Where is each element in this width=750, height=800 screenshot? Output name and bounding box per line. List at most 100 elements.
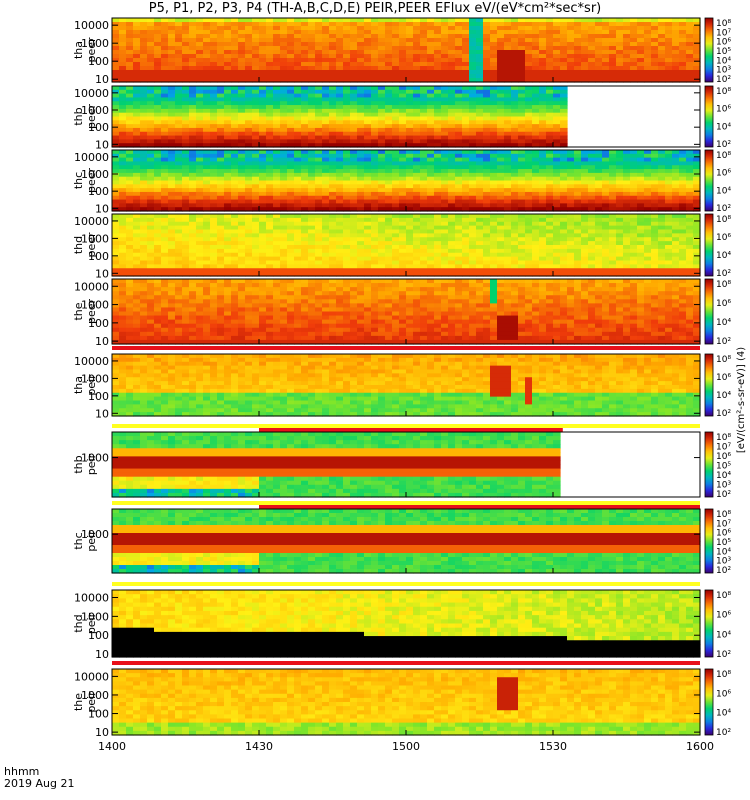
heatmap-cell <box>217 127 225 133</box>
heatmap-cell <box>637 66 645 71</box>
heatmap-cell <box>252 268 260 273</box>
heatmap-cell <box>406 157 414 163</box>
heatmap-cell <box>560 26 568 31</box>
heatmap-cell <box>497 241 505 246</box>
heatmap-cell <box>231 225 239 231</box>
heatmap-cell <box>301 18 309 23</box>
heatmap-cell <box>427 89 435 95</box>
heatmap-cell <box>483 184 491 189</box>
heatmap-cell <box>483 153 491 159</box>
heatmap-cell <box>609 191 617 197</box>
heatmap-cell <box>154 256 162 262</box>
heatmap-cell <box>413 105 421 110</box>
heatmap-cell <box>147 26 155 31</box>
heatmap-cell <box>483 260 491 265</box>
heatmap-cell <box>455 139 463 144</box>
heatmap-cell <box>357 233 365 238</box>
heatmap-cell <box>308 233 316 238</box>
heatmap-cell <box>322 97 330 102</box>
heatmap-cell <box>266 66 274 71</box>
heatmap-cell <box>224 225 232 231</box>
heatmap-cell <box>609 42 617 47</box>
heatmap-cell <box>231 34 239 39</box>
heatmap-cell <box>238 139 246 144</box>
heatmap-cell <box>595 46 603 51</box>
heatmap-cell <box>427 70 435 75</box>
heatmap-cell <box>441 264 449 269</box>
heatmap-cell <box>385 46 393 51</box>
heatmap-cell <box>273 184 281 189</box>
heatmap-cell <box>567 74 575 79</box>
heatmap-cell <box>434 161 442 166</box>
heatmap-cell <box>357 165 365 170</box>
heatmap-cell <box>217 58 225 63</box>
heatmap-cell <box>252 105 260 110</box>
heatmap-cell <box>693 46 701 51</box>
heatmap-cell <box>406 245 414 250</box>
heatmap-cell <box>539 18 547 23</box>
heatmap-cell <box>469 268 477 273</box>
heatmap-cell <box>336 50 344 55</box>
heatmap-cell <box>539 120 547 125</box>
heatmap-cell <box>364 18 372 23</box>
heatmap-cell <box>259 18 267 23</box>
heatmap-cell <box>672 153 680 159</box>
heatmap-cell <box>308 135 316 140</box>
heatmap-cell <box>350 207 358 212</box>
y-tick-label: 100 <box>88 185 109 198</box>
heatmap-cell <box>539 165 547 170</box>
heatmap-cell <box>406 248 414 254</box>
heatmap-cell <box>413 101 421 106</box>
heatmap-cell <box>672 50 680 55</box>
heatmap-cell <box>273 169 281 174</box>
heatmap-cell <box>434 74 442 79</box>
heatmap-cell <box>448 22 456 27</box>
heatmap-cell <box>175 268 183 273</box>
heatmap-cell <box>609 264 617 269</box>
heatmap-cell <box>259 264 267 269</box>
heatmap-cell <box>287 127 295 133</box>
heatmap-cell <box>336 199 344 204</box>
heatmap-cell <box>644 169 652 174</box>
heatmap-cell <box>343 225 351 231</box>
heatmap-cell <box>392 252 400 258</box>
heatmap-cell <box>560 38 568 43</box>
heatmap-cell <box>546 112 554 118</box>
heatmap-cell <box>308 241 316 246</box>
heatmap-cell <box>364 124 372 129</box>
heatmap-cell <box>182 131 190 137</box>
heatmap-cell <box>231 248 239 254</box>
heatmap-cell <box>413 38 421 43</box>
heatmap-cell <box>238 248 246 254</box>
heatmap-cell <box>434 86 442 91</box>
heatmap-cell <box>301 120 309 125</box>
heatmap-cell <box>525 54 533 59</box>
heatmap-cell <box>525 89 533 95</box>
heatmap-cell <box>287 184 295 189</box>
heatmap-cell <box>609 78 617 83</box>
heatmap-cell <box>413 50 421 55</box>
heatmap-cell <box>140 157 148 163</box>
heatmap-cell <box>504 97 512 102</box>
heatmap-cell <box>357 161 365 166</box>
heatmap-cell <box>161 30 169 35</box>
heatmap-cell <box>287 58 295 63</box>
heatmap-cell <box>462 153 470 159</box>
heatmap-cell <box>686 191 694 197</box>
heatmap-cell <box>273 120 281 125</box>
heatmap-cell <box>357 184 365 189</box>
heatmap-cell <box>448 139 456 144</box>
heatmap-cell <box>350 221 358 227</box>
heatmap-cell <box>483 108 491 114</box>
heatmap-cell <box>154 124 162 129</box>
heatmap-cell <box>287 245 295 250</box>
heatmap-cell <box>350 161 358 166</box>
heatmap-cell <box>630 184 638 189</box>
heatmap-cell <box>133 143 141 148</box>
heatmap-cell <box>476 116 484 121</box>
heatmap-cell <box>126 54 134 59</box>
heatmap-cell <box>525 153 533 159</box>
heatmap-cell <box>462 70 470 75</box>
heatmap-cell <box>637 207 645 212</box>
heatmap-cell <box>189 124 197 129</box>
